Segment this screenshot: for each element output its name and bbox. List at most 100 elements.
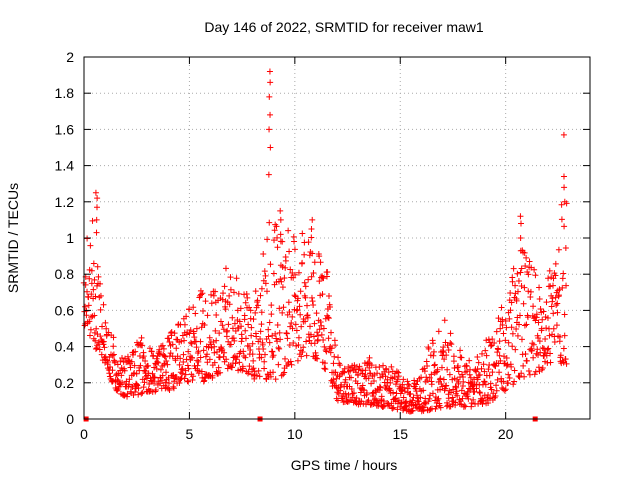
data-point [162,379,169,386]
y-tick-label: 0.2 [55,375,75,391]
data-point [530,341,537,348]
data-point [317,259,324,266]
data-point [447,339,454,346]
data-point [129,383,136,390]
data-point [474,376,481,383]
data-point [544,346,551,353]
y-tick-label: 1.6 [55,121,75,137]
data-point [206,356,213,363]
data-point [388,400,395,407]
data-point [328,345,335,352]
data-point [333,375,340,382]
data-point [505,339,512,346]
data-point [294,306,301,313]
data-point [168,329,175,336]
data-point [406,382,413,389]
data-point [514,332,521,339]
data-point [271,237,278,244]
data-point [186,306,193,313]
data-point [276,305,283,312]
data-point [297,311,304,318]
data-point [428,371,435,378]
data-point [289,313,296,320]
data-point [200,308,207,315]
data-point [82,303,89,310]
data-point [258,285,265,292]
data-point [515,278,522,285]
data-point [237,305,244,312]
data-point [100,301,107,308]
data-point [354,380,361,387]
data-point [487,380,494,387]
data-point [363,390,370,397]
data-point [97,280,104,287]
data-point [517,213,524,220]
data-point [159,372,166,379]
data-point [176,361,183,368]
y-tick-label: 2 [66,49,74,65]
data-point [274,338,281,345]
data-point [185,348,192,355]
data-point [88,267,95,274]
data-point [262,272,269,279]
data-point [492,392,499,399]
data-point [190,304,197,311]
data-point [91,276,98,283]
data-point [531,266,538,273]
data-point [231,320,238,327]
data-point [86,318,93,325]
data-point [529,340,536,347]
data-point [151,380,158,387]
data-point [440,349,447,356]
data-point [471,388,478,395]
data-point [327,303,334,310]
data-point [141,367,148,374]
data-point [282,257,289,264]
data-point [556,286,563,293]
data-point [548,303,555,310]
data-point [135,391,142,398]
data-point [498,304,505,311]
data-point [194,357,201,364]
data-point [539,365,546,372]
data-point [142,358,149,365]
data-point [494,376,501,383]
data-point [286,309,293,316]
data-point [438,381,445,388]
data-point [279,309,286,316]
data-point [455,368,462,375]
data-point [109,367,116,374]
data-point [176,379,183,386]
data-point [277,336,284,343]
data-point [522,262,529,269]
data-point [520,362,527,369]
data-point [495,346,502,353]
data-point [166,387,173,394]
data-point [226,301,233,308]
data-point [213,311,220,318]
data-point [414,392,421,399]
data-point [93,229,100,236]
data-point [279,238,286,245]
data-point [503,354,510,361]
data-point [272,330,279,337]
data-point [124,353,131,360]
data-point [507,307,514,314]
data-point [476,389,483,396]
data-point [409,397,416,404]
data-point [267,144,274,151]
data-point [134,382,141,389]
data-point [249,351,256,358]
data-point [150,352,157,359]
data-point [301,279,308,286]
data-point [190,330,197,337]
data-point [562,245,569,252]
data-point [92,189,99,196]
data-point [278,278,285,285]
data-point [189,377,196,384]
data-point [521,373,528,380]
x-tick-label: 10 [287,426,303,442]
data-point [141,379,148,386]
data-point [563,282,570,289]
data-point [216,354,223,361]
